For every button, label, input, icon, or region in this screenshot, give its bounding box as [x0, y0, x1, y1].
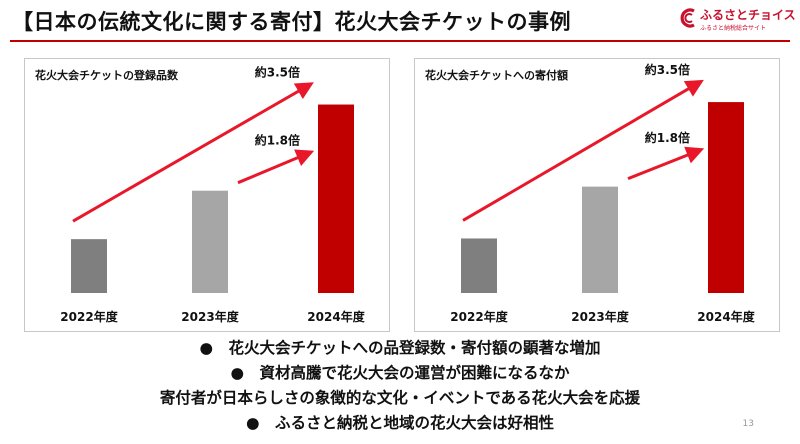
growth-arrow [462, 79, 704, 222]
bullet-line: ● 花火大会チケットへの品登録数・寄付額の顕著な増加 [199, 339, 601, 357]
chart-title: 花火大会チケットへの寄付額 [425, 69, 568, 82]
bullet-line: ● ふるさと納税と地域の花火大会は好相性 [245, 414, 555, 432]
bar-2 [192, 190, 228, 293]
growth-label: 約3.5倍 [645, 62, 690, 77]
page-number: 13 [742, 419, 754, 429]
growth-arrow [72, 82, 314, 223]
bullet-line: ● 資材高騰で花火大会の運営が困難になるなか [230, 364, 570, 382]
bar-1 [461, 238, 497, 293]
bullet-line: 寄付者が日本らしさの象徴的な文化・イベントである花火大会を応援 [159, 389, 641, 407]
chart-panel-donations: 花火大会チケットへの寄付額 2022年度 2023年度 2024年度 約3.5倍約1.… [414, 58, 780, 332]
chart-title: 花火大会チケットの登録品数 [35, 69, 178, 82]
growth-arrow [237, 149, 315, 185]
tick-label: 2024年度 [697, 309, 755, 324]
chart-panel-listings: 花火大会チケットの登録品数 2022年度 2023年度 2024年度 約3.5倍約1.… [24, 58, 390, 332]
bar-3 [708, 102, 744, 293]
furusato-choice-logo[interactable]: ふるさとチョイス ふるさと納税総合サイト [678, 5, 796, 37]
growth-label: 約1.8倍 [645, 130, 690, 145]
tick-label: 2023年度 [571, 309, 629, 324]
growth-label: 約3.5倍 [255, 65, 300, 80]
tick-label: 2022年度 [450, 309, 508, 324]
growth-label: 約1.8倍 [255, 133, 300, 148]
logo-name: ふるさとチョイス [700, 8, 796, 22]
tick-label: 2024年度 [307, 309, 365, 324]
growth-arrow [627, 146, 705, 181]
bar-3 [318, 104, 354, 294]
slide-title: 【日本の伝統文化に関する寄付】花火大会チケットの事例 [12, 10, 571, 34]
title-divider [10, 40, 790, 42]
bar-1 [71, 239, 107, 293]
tick-label: 2023年度 [181, 309, 239, 324]
tick-label: 2022年度 [60, 309, 118, 324]
bar-2 [582, 186, 618, 293]
summary-bullets: ● 花火大会チケットへの品登録数・寄付額の顕著な増加 ● 資材高騰で花火大会の運… [0, 336, 800, 436]
logo-tagline: ふるさと納税総合サイト [700, 25, 767, 32]
logo-mark-icon [680, 8, 695, 28]
